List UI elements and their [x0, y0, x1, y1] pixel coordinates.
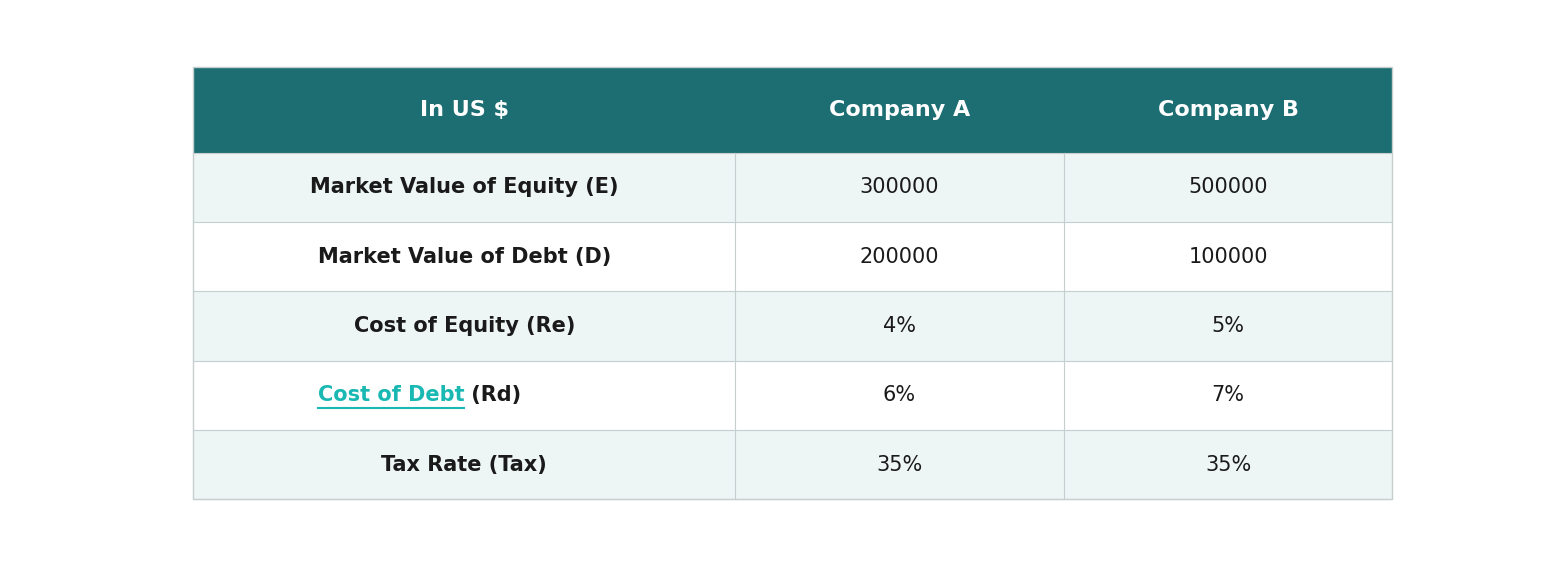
Text: Market Value of Debt (D): Market Value of Debt (D): [317, 247, 611, 266]
Text: 5%: 5%: [1211, 316, 1244, 336]
Text: 100000: 100000: [1188, 247, 1269, 266]
Text: In US $: In US $: [419, 100, 509, 120]
Bar: [735, 153, 1064, 222]
Bar: [735, 291, 1064, 361]
Bar: [193, 222, 735, 291]
Text: 300000: 300000: [860, 177, 939, 197]
Text: 4%: 4%: [883, 316, 916, 336]
Bar: [1064, 430, 1392, 499]
Bar: [735, 361, 1064, 430]
Bar: [1064, 291, 1392, 361]
Bar: [193, 291, 735, 361]
Bar: [1064, 67, 1392, 153]
Text: Cost of Debt: Cost of Debt: [317, 385, 464, 406]
Bar: [193, 430, 735, 499]
Text: 7%: 7%: [1211, 385, 1244, 406]
Bar: [193, 361, 735, 430]
Text: Cost of Equity (Re): Cost of Equity (Re): [354, 316, 575, 336]
Text: 500000: 500000: [1188, 177, 1269, 197]
Bar: [1064, 222, 1392, 291]
Text: Tax Rate (Tax): Tax Rate (Tax): [382, 455, 548, 475]
Text: Company B: Company B: [1157, 100, 1298, 120]
Bar: [735, 67, 1064, 153]
Bar: [735, 430, 1064, 499]
Text: 200000: 200000: [860, 247, 939, 266]
Text: (Rd): (Rd): [464, 385, 521, 406]
Bar: [193, 153, 735, 222]
Bar: [1064, 361, 1392, 430]
Text: Market Value of Equity (E): Market Value of Equity (E): [309, 177, 619, 197]
Text: 6%: 6%: [883, 385, 916, 406]
Bar: [735, 222, 1064, 291]
Bar: [193, 67, 735, 153]
Text: Company A: Company A: [829, 100, 970, 120]
Text: 35%: 35%: [1205, 455, 1252, 475]
Bar: [1064, 153, 1392, 222]
Text: 35%: 35%: [877, 455, 922, 475]
